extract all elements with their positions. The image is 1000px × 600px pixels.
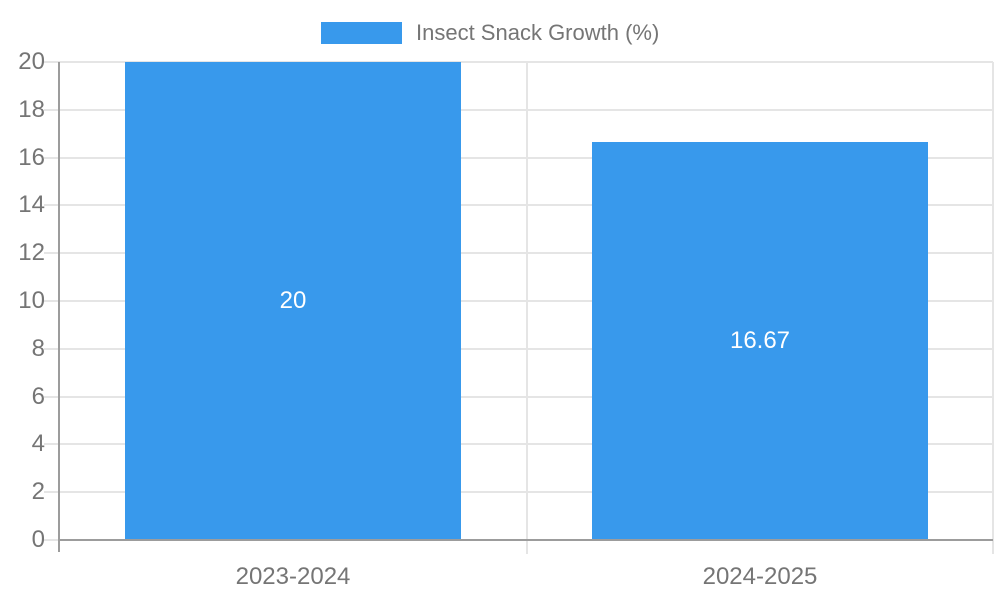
y-axis-tick-label: 16 — [18, 144, 45, 171]
category-boundary-gridline — [526, 62, 528, 554]
x-axis-category-label: 2024-2025 — [702, 563, 818, 590]
x-axis-category-label: 2023-2024 — [235, 563, 351, 590]
y-gridline — [44, 204, 993, 206]
legend-label: Insect Snack Growth (%) — [416, 20, 660, 45]
y-gridline — [44, 348, 993, 350]
y-axis-tick-label: 6 — [31, 383, 45, 410]
y-gridline — [44, 157, 993, 159]
y-axis-tick-label: 12 — [18, 239, 45, 266]
y-axis-tick-label: 0 — [31, 526, 45, 553]
y-axis-tick-label: 20 — [18, 48, 45, 75]
y-gridline — [44, 109, 993, 111]
y-axis-tick-label: 14 — [18, 191, 45, 218]
y-axis-tick-label: 18 — [18, 96, 45, 123]
category-boundary-gridline — [992, 62, 994, 554]
y-gridline — [44, 61, 993, 63]
chart-legend: Insect Snack Growth (%) — [321, 20, 660, 45]
y-gridline — [44, 443, 993, 445]
bar-value-label: 20 — [279, 287, 307, 314]
y-axis-tick-label: 4 — [31, 430, 45, 457]
y-gridline — [44, 396, 993, 398]
legend-swatch — [321, 22, 402, 44]
y-axis-tick-label: 2 — [31, 478, 45, 505]
bar-value-label: 16.67 — [729, 327, 791, 354]
y-gridline — [44, 252, 993, 254]
bar-2024-2025[interactable] — [592, 142, 928, 540]
y-axis-tick-label: 10 — [18, 287, 45, 314]
bar-2023-2024[interactable] — [125, 62, 461, 540]
y-gridline — [44, 491, 993, 493]
y-axis-tick-label: 8 — [31, 335, 45, 362]
y-axis-line — [58, 62, 60, 552]
x-axis-line — [60, 539, 993, 541]
y-gridline — [44, 300, 993, 302]
